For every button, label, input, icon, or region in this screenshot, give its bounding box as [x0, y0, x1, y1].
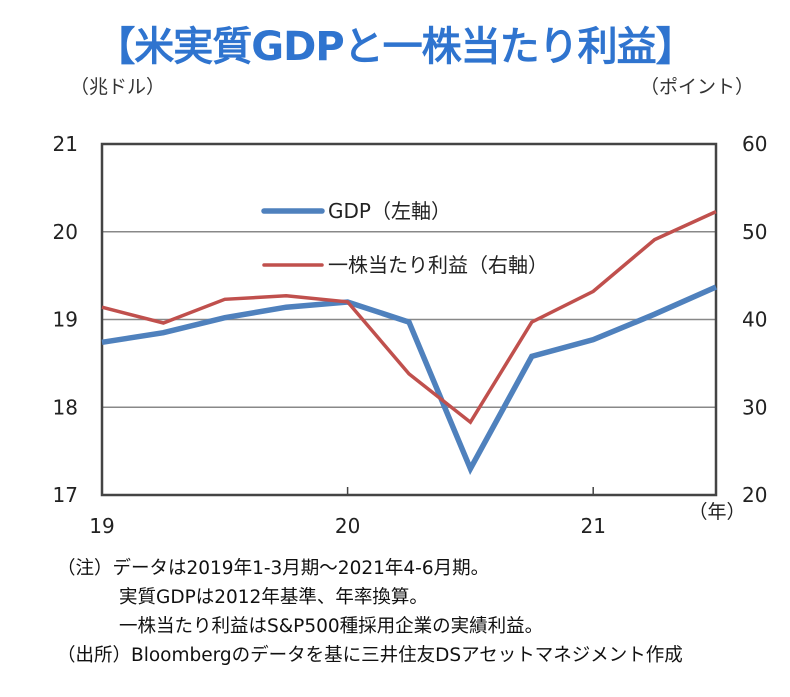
source-line: （出所）Bloombergのデータを基に三井住友DSアセットマネジメント作成 [57, 645, 683, 666]
right-axis-unit: （ポイント） [640, 76, 755, 98]
x-unit-label: （年） [688, 501, 745, 523]
right-tick-label: 40 [742, 308, 767, 332]
right-tick-label: 30 [742, 395, 767, 419]
right-tick-label: 50 [742, 220, 767, 244]
note-line-2: 実質GDPは2012年基準、年率換算。 [119, 587, 428, 608]
x-tick-label: 20 [335, 514, 360, 538]
tick-labels: 17 18 19 20 21 20 30 40 50 60 19 20 21 （年） [53, 132, 768, 538]
x-tick-label: 19 [89, 514, 114, 538]
legend-gdp-label: GDP（左軸） [328, 199, 451, 223]
note-line-3: 一株当たり利益はS&P500種採用企業の実績利益。 [119, 616, 544, 637]
legend: GDP（左軸） 一株当たり利益（右軸） [261, 199, 548, 277]
chart-title: 【米実質GDPと一株当たり利益】 [95, 24, 695, 70]
chart-plot: 17 18 19 20 21 20 30 40 50 60 19 20 21 （年） GDP（左軸） 一株当… [53, 132, 768, 538]
left-tick-label: 18 [53, 395, 78, 419]
legend-eps-label: 一株当たり利益（右軸） [328, 253, 548, 277]
right-tick-label: 60 [742, 132, 767, 156]
axes [100, 142, 718, 497]
notes: （注）データは2019年1-3月期～2021年4-6月期。 実質GDPは2012… [57, 554, 683, 670]
right-tick-label: 20 [742, 483, 767, 507]
left-tick-label: 20 [53, 220, 78, 244]
left-tick-label: 21 [53, 132, 78, 156]
series-lines [101, 210, 718, 476]
plot-frame [100, 142, 718, 497]
x-tick-label: 21 [580, 514, 605, 538]
gdp-line [101, 284, 718, 476]
left-axis-unit: （兆ドル） [70, 76, 166, 98]
note-line-1: （注）データは2019年1-3月期～2021年4-6月期。 [57, 558, 490, 579]
left-tick-label: 19 [53, 308, 78, 332]
left-tick-label: 17 [53, 483, 78, 507]
eps-line [101, 210, 717, 425]
